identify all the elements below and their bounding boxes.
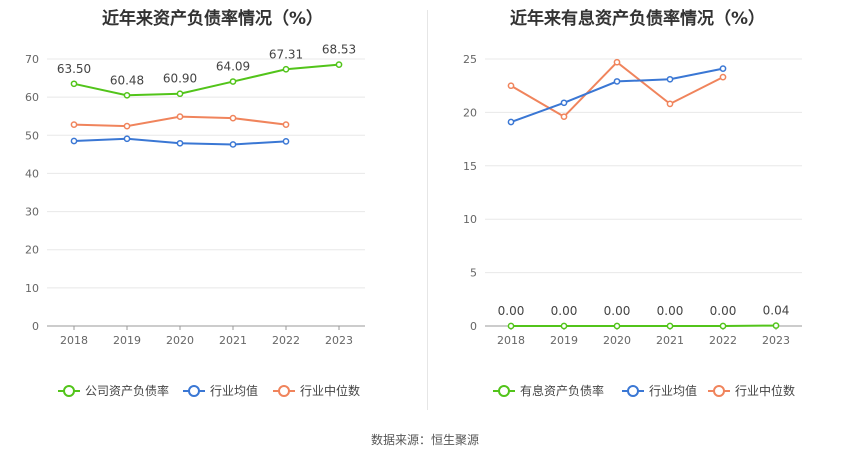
x-tick-label: 2019 bbox=[113, 334, 141, 347]
chart-panel-left: 近年来资产负债率情况（%） 0 10 20 30 40 50 60 70 2018 2019 202… bbox=[0, 0, 425, 420]
y-tick-label: 70 bbox=[25, 53, 39, 66]
legend-marker bbox=[627, 385, 639, 397]
data-label: 0.00 bbox=[710, 304, 737, 318]
x-tick-label: 2020 bbox=[603, 334, 631, 347]
chart-title-right: 近年来有息资产负债率情况（%） bbox=[509, 9, 766, 29]
legend-label: 行业中位数 bbox=[300, 383, 360, 398]
data-point bbox=[70, 80, 78, 88]
y-tick-label: 5 bbox=[470, 267, 477, 280]
chart-title-left: 近年来资产负债率情况（%） bbox=[101, 9, 324, 29]
data-point bbox=[70, 137, 78, 145]
data-point bbox=[70, 121, 78, 128]
x-tick-label: 2018 bbox=[60, 334, 88, 347]
legend-label: 行业中位数 bbox=[735, 383, 795, 398]
x-tick-label: 2022 bbox=[709, 334, 737, 347]
data-point bbox=[507, 322, 515, 330]
legend-marker bbox=[278, 385, 290, 397]
data-point bbox=[229, 78, 237, 85]
data-point bbox=[335, 61, 343, 68]
y-tick-label: 10 bbox=[463, 213, 477, 226]
legend-marker bbox=[713, 385, 725, 397]
debt-ratio-chart: 0 10 20 30 40 50 60 70 2018 2019 2020 2021 2022 2023 6… bbox=[25, 43, 365, 398]
data-point bbox=[282, 138, 290, 145]
data-point bbox=[282, 65, 290, 73]
legend-marker bbox=[63, 385, 75, 397]
data-label: 0.00 bbox=[604, 304, 631, 318]
data-label: 60.48 bbox=[110, 73, 144, 87]
x-tick-label: 2023 bbox=[762, 334, 790, 347]
legend-label: 行业均值 bbox=[210, 383, 258, 398]
y-tick-label: 25 bbox=[463, 53, 477, 66]
data-point bbox=[229, 114, 237, 122]
y-tick-label: 10 bbox=[25, 282, 39, 295]
data-point bbox=[560, 322, 568, 330]
data-point bbox=[719, 322, 727, 330]
data-point bbox=[613, 322, 621, 330]
legend-marker bbox=[188, 385, 200, 397]
data-label: 0.00 bbox=[498, 304, 525, 318]
y-tick-label: 30 bbox=[25, 206, 39, 219]
data-label: 68.53 bbox=[322, 43, 356, 57]
data-point bbox=[613, 78, 621, 85]
data-label: 60.90 bbox=[163, 72, 197, 86]
chart-panel-right: 近年来有息资产负债率情况（%） 0 5 10 15 20 25 2018 2019 2020 20… bbox=[425, 0, 850, 420]
y-tick-label: 15 bbox=[463, 160, 477, 173]
data-label: 0.00 bbox=[551, 304, 578, 318]
data-point bbox=[282, 121, 290, 128]
x-tick-label: 2019 bbox=[550, 334, 578, 347]
y-tick-label: 20 bbox=[25, 244, 39, 257]
series-line-1 bbox=[510, 67, 724, 123]
x-tick-label: 2020 bbox=[166, 334, 194, 347]
y-tick-label: 20 bbox=[463, 106, 477, 119]
data-point bbox=[719, 65, 727, 72]
data-point bbox=[560, 99, 568, 107]
x-tick-label: 2021 bbox=[656, 334, 684, 347]
series-line-0 bbox=[73, 63, 340, 97]
legend-label: 行业均值 bbox=[649, 383, 697, 398]
data-point bbox=[666, 322, 674, 330]
y-tick-label: 0 bbox=[32, 320, 39, 333]
y-tick-label: 60 bbox=[25, 91, 39, 104]
x-tick-label: 2018 bbox=[497, 334, 525, 347]
data-point bbox=[666, 75, 674, 83]
data-point bbox=[560, 113, 568, 121]
x-tick-label: 2023 bbox=[325, 334, 353, 347]
x-tick-label: 2022 bbox=[272, 334, 300, 347]
data-point bbox=[719, 73, 727, 81]
legend-marker bbox=[498, 385, 510, 397]
panel-divider bbox=[427, 10, 428, 410]
data-point bbox=[176, 113, 184, 120]
data-point bbox=[176, 90, 184, 98]
data-point bbox=[123, 122, 131, 130]
data-point bbox=[613, 58, 621, 66]
legend-label: 有息资产负债率 bbox=[520, 383, 604, 398]
legend-label: 公司资产负债率 bbox=[85, 383, 169, 398]
data-label: 0.00 bbox=[657, 304, 684, 318]
data-source-footer: 数据来源：恒生聚源 bbox=[370, 433, 479, 447]
x-tick-label: 2021 bbox=[219, 334, 247, 347]
data-point bbox=[772, 322, 780, 329]
data-label: 67.31 bbox=[269, 47, 303, 61]
data-point bbox=[507, 82, 515, 90]
data-point bbox=[507, 118, 515, 126]
data-label: 63.50 bbox=[57, 62, 91, 76]
y-tick-label: 50 bbox=[25, 129, 39, 142]
interest-debt-ratio-chart: 0 5 10 15 20 25 2018 2019 2020 2021 2022 2023 0.00 0.… bbox=[463, 53, 802, 398]
data-point bbox=[229, 141, 237, 148]
data-label: 64.09 bbox=[216, 60, 250, 74]
data-label: 0.04 bbox=[763, 304, 790, 318]
data-point bbox=[123, 135, 131, 143]
data-point bbox=[666, 100, 674, 108]
series-line-2 bbox=[510, 60, 724, 118]
data-point bbox=[176, 139, 184, 147]
y-tick-label: 40 bbox=[25, 167, 39, 180]
data-point bbox=[123, 91, 131, 99]
y-tick-label: 0 bbox=[470, 320, 477, 333]
